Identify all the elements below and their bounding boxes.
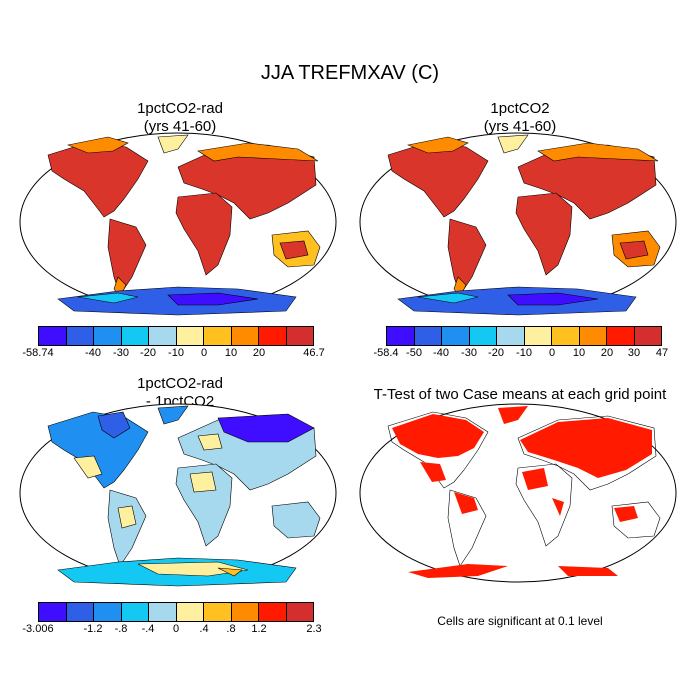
colorbar-1-swatch [121,327,149,345]
colorbar-3-swatch [231,603,259,621]
panel-4-title: T-Test of two Case means at each grid po… [350,386,690,404]
colorbar-3-label: 2.3 [306,623,322,635]
colorbar-3-swatch [39,603,67,621]
colorbar-3-label: .4 [199,623,209,635]
colorbar-2-swatch [552,327,580,345]
colorbar-2-swatch [414,327,442,345]
colorbar-2-label: -20 [488,347,504,359]
colorbar-2-label: 47 [655,347,669,359]
colorbar-2-label: -58.4 [373,347,399,359]
land-temperature-field [47,134,321,316]
colorbar-2-label: -30 [461,347,477,359]
colorbar-1-swatch [39,327,67,345]
colorbar-3-label: 1.2 [251,623,267,635]
colorbar-1-label: -20 [140,347,156,359]
colorbar-2-label: 20 [600,347,614,359]
colorbar-1-swatch [204,327,232,345]
colorbar-1-swatch [286,327,313,345]
colorbar-3-swatch [176,603,204,621]
coastline-outline [387,411,661,567]
colorbar-2-label: 0 [548,347,556,359]
colorbar-2-swatch [442,327,470,345]
colorbar-2-swatch [469,327,497,345]
colorbar-2-swatch [579,327,607,345]
panel-1-title-line2: (yrs 41-60) [143,118,217,135]
colorbar-3-swatch [94,603,122,621]
colorbar-2-label: -50 [406,347,422,359]
colorbar-3-swatch [149,603,177,621]
colorbar-2-swatch [634,327,661,345]
colorbar-3-swatch [66,603,94,621]
colorbar-2-label: 30 [627,347,641,359]
colorbar-1 [38,326,314,346]
figure-title: JJA TREFMXAV (C) [260,62,440,84]
colorbar-3-label: -.8 [114,623,128,635]
colorbar-1-label: 46.7 [303,347,325,359]
colorbar-1-swatch [66,327,94,345]
colorbar-3-swatch [259,603,287,621]
colorbar-1-label: 0 [200,347,208,359]
significance-note: Cells are significant at 0.1 level [437,614,603,628]
colorbar-3-swatch [204,603,232,621]
colorbar-1-label: -10 [168,347,184,359]
significant-cells [392,406,652,578]
colorbar-2-swatch [524,327,552,345]
map-ttest-significance [359,403,677,583]
colorbar-2-swatch [497,327,525,345]
colorbar-3-label: .8 [226,623,236,635]
map-1pctco2 [359,132,677,316]
panel-2-title: 1pctCO2 (yrs 41-60) [360,100,680,136]
panel-3-title-line1: 1pctCO2-rad [137,375,223,392]
colorbar-3-label: -1.2 [83,623,103,635]
colorbar-1-swatch [176,327,204,345]
colorbar-1-swatch [259,327,287,345]
colorbar-2-swatch [607,327,635,345]
colorbar-3-swatch [121,603,149,621]
land-temperature-field [387,134,661,316]
colorbar-3-label: -.4 [141,623,155,635]
panel-4-title-line1: T-Test of two Case means at each grid po… [373,386,667,403]
panel-2-title-line1: 1pctCO2 [490,100,550,117]
colorbar-1-swatch [94,327,122,345]
colorbar-1-labels: -58.74 -40 -30 -20 -10 0 10 20 46.7 [22,347,324,361]
panel-1-title-line1: 1pctCO2-rad [137,100,223,117]
colorbar-1-swatch [149,327,177,345]
map-1pctco2-rad [19,132,337,316]
colorbar-2-label: -10 [516,347,532,359]
panel-2-title-line2: (yrs 41-60) [483,118,557,135]
colorbar-2-label: 10 [572,347,586,359]
colorbar-1-swatch [231,327,259,345]
colorbar-3-labels: -3.006 -1.2 -.8 -.4 0 .4 .8 1.2 2.3 [22,623,321,637]
colorbar-1-label: -40 [85,347,101,359]
colorbar-2-swatch [387,327,415,345]
colorbar-3-label: 0 [172,623,180,635]
colorbar-2-labels: -58.4 -50 -40 -30 -20 -10 0 10 20 30 47 [373,347,668,361]
colorbar-3-label: -3.006 [22,623,54,635]
colorbar-1-label: 10 [224,347,238,359]
colorbar-3-swatch [286,603,313,621]
colorbar-2-label: -40 [433,347,449,359]
colorbar-3 [38,602,314,622]
colorbar-1-label: -30 [113,347,129,359]
colorbar-2 [386,326,662,346]
colorbar-1-label: -58.74 [22,347,54,359]
colorbar-1-label: 20 [252,347,266,359]
map-difference [19,403,337,587]
panel-1-title: 1pctCO2-rad (yrs 41-60) [20,100,340,136]
land-difference-field [47,405,321,587]
